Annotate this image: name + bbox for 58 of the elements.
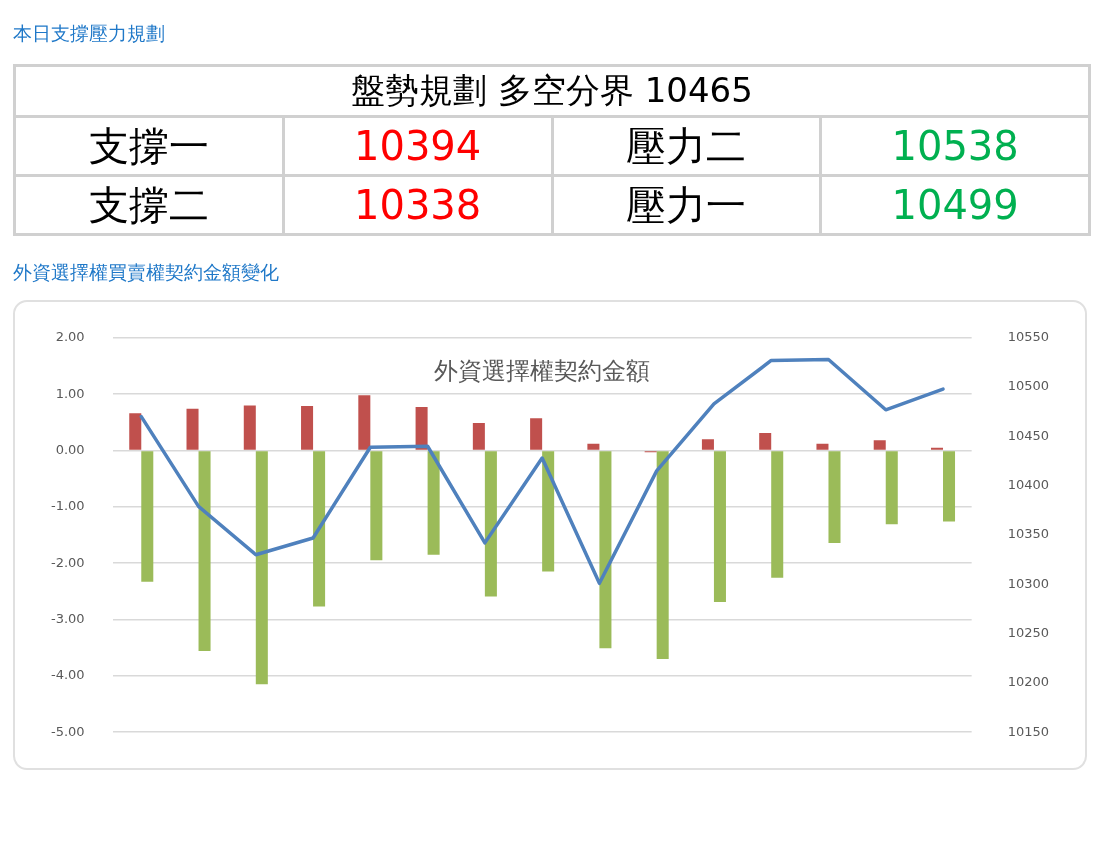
y2-tick-label: 10150 — [1007, 723, 1049, 739]
bar — [243, 405, 256, 450]
bar — [313, 451, 326, 607]
bar — [472, 422, 485, 450]
y-tick-label: -3.00 — [51, 610, 85, 626]
y-tick-label: 1.00 — [55, 385, 85, 401]
bar — [599, 451, 612, 649]
bar — [759, 433, 772, 450]
bar — [370, 451, 383, 561]
y-tick-label: -2.00 — [51, 554, 85, 570]
y-tick-label: -5.00 — [51, 723, 85, 739]
text: 支撐二 — [14, 175, 284, 235]
y-tick-label: -1.00 — [51, 498, 85, 514]
y-tick-label: 2.00 — [55, 329, 85, 345]
y-tick-label: -4.00 — [51, 667, 85, 683]
y2-tick-label: 10350 — [1007, 526, 1049, 542]
y2-tick-label: 10400 — [1007, 477, 1049, 493]
bar — [771, 451, 784, 578]
bar — [186, 408, 199, 450]
bar — [885, 451, 898, 525]
text: 10394 — [283, 116, 552, 176]
text: 支撐一 — [14, 116, 284, 176]
bar — [701, 439, 714, 450]
bar — [656, 451, 669, 659]
bar — [713, 451, 726, 603]
text: 盤勢規劃 多空分界 10465 — [14, 65, 1090, 117]
text: 10538 — [820, 116, 1090, 176]
bar — [198, 451, 211, 652]
y2-tick-label: 10550 — [1007, 329, 1049, 345]
y2-tick-label: 10250 — [1007, 624, 1049, 640]
y2-tick-label: 10500 — [1007, 378, 1049, 394]
text: 10338 — [283, 175, 552, 235]
bar — [873, 440, 886, 450]
text: 壓力一 — [552, 175, 821, 235]
y2-tick-label: 10200 — [1007, 674, 1049, 690]
chart-title: 外資選擇權買賣權契約金額變化 — [13, 260, 279, 284]
y-tick-label: 0.00 — [55, 441, 85, 457]
bar — [828, 451, 841, 543]
bar — [530, 418, 543, 450]
bar — [255, 451, 268, 685]
text: 本日支撐壓力規劃 — [13, 21, 165, 45]
text: 外資選擇權契約金額 — [434, 357, 651, 386]
bar — [587, 443, 600, 450]
bar — [141, 451, 154, 582]
bar — [427, 451, 440, 555]
bar — [129, 413, 142, 450]
y2-tick-label: 10450 — [1007, 427, 1049, 443]
bar — [358, 395, 371, 450]
text: 壓力二 — [552, 116, 821, 176]
y2-tick-label: 10300 — [1007, 575, 1049, 591]
bar — [301, 405, 314, 450]
bar — [816, 443, 829, 450]
bar — [943, 451, 956, 522]
text: 10499 — [820, 175, 1090, 235]
bar — [484, 451, 497, 597]
bar — [930, 447, 944, 450]
bar — [415, 407, 428, 450]
bar — [542, 451, 555, 572]
